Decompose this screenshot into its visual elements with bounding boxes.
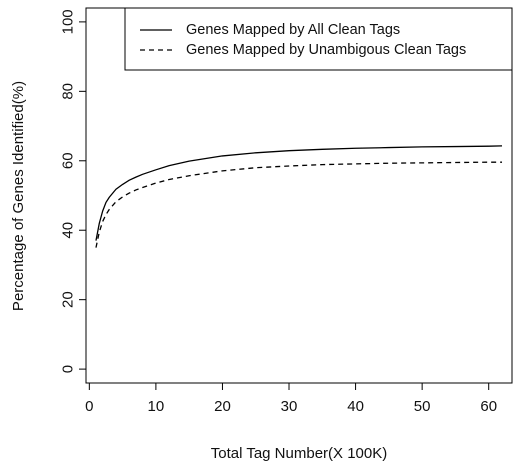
legend-label: Genes Mapped by All Clean Tags: [186, 22, 400, 38]
x-tick-label: 0: [85, 398, 93, 415]
x-tick-label: 30: [281, 398, 298, 415]
x-axis-title: Total Tag Number(X 100K): [211, 445, 387, 462]
y-tick-label: 40: [60, 222, 77, 239]
x-tick-label: 20: [214, 398, 231, 415]
x-tick-label: 10: [148, 398, 165, 415]
x-tick-label: 50: [414, 398, 431, 415]
series-line-1: [95, 145, 503, 241]
legend-box: [124, 7, 513, 71]
y-axis-title: Percentage of Genes Identified(%): [10, 81, 27, 311]
y-tick-label: 20: [60, 291, 77, 308]
y-tick-label: 0: [60, 365, 77, 373]
x-axis: 0 10 20 30 40 50 60: [85, 383, 497, 415]
x-tick-label: 40: [347, 398, 364, 415]
y-tick-label: 60: [60, 152, 77, 169]
y-tick-label: 80: [60, 83, 77, 100]
series-layer: [95, 145, 503, 248]
x-tick-label: 60: [480, 398, 497, 415]
y-axis: 0 20 40 60 80 100: [60, 9, 86, 373]
legend-label: Genes Mapped by Unambigous Clean Tags: [186, 42, 466, 58]
legend: Genes Mapped by All Clean Tags Genes Mapp…: [124, 7, 513, 71]
y-tick-label: 100: [60, 9, 77, 34]
series-line-2: [95, 161, 503, 248]
